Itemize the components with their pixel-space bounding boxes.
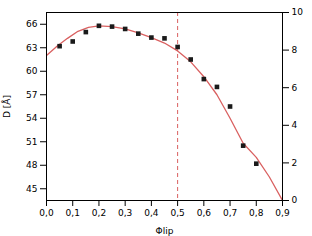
svg-text:10: 10 — [292, 7, 304, 17]
svg-text:0,5: 0,5 — [170, 208, 184, 218]
svg-text:0: 0 — [292, 195, 298, 205]
svg-text:2: 2 — [292, 158, 298, 168]
svg-text:54: 54 — [26, 113, 38, 123]
svg-text:D [Å]: D [Å] — [1, 95, 12, 118]
svg-text:0,3: 0,3 — [118, 208, 132, 218]
svg-text:48: 48 — [26, 160, 38, 170]
svg-text:8: 8 — [292, 45, 298, 55]
svg-text:Φlip: Φlip — [156, 226, 174, 236]
svg-text:0,4: 0,4 — [144, 208, 159, 218]
svg-text:63: 63 — [26, 43, 37, 53]
svg-text:45: 45 — [26, 184, 37, 194]
svg-text:0,7: 0,7 — [223, 208, 237, 218]
svg-text:6: 6 — [292, 83, 298, 93]
svg-text:0,8: 0,8 — [249, 208, 264, 218]
svg-text:60: 60 — [26, 66, 38, 76]
svg-text:66: 66 — [26, 19, 38, 29]
svg-text:57: 57 — [26, 90, 37, 100]
svg-text:0,1: 0,1 — [66, 208, 80, 218]
svg-text:0,9: 0,9 — [275, 208, 290, 218]
svg-text:4: 4 — [292, 120, 298, 130]
svg-text:0,2: 0,2 — [92, 208, 106, 218]
svg-text:0,6: 0,6 — [197, 208, 212, 218]
svg-text:0,0: 0,0 — [39, 208, 54, 218]
svg-text:51: 51 — [26, 137, 37, 147]
